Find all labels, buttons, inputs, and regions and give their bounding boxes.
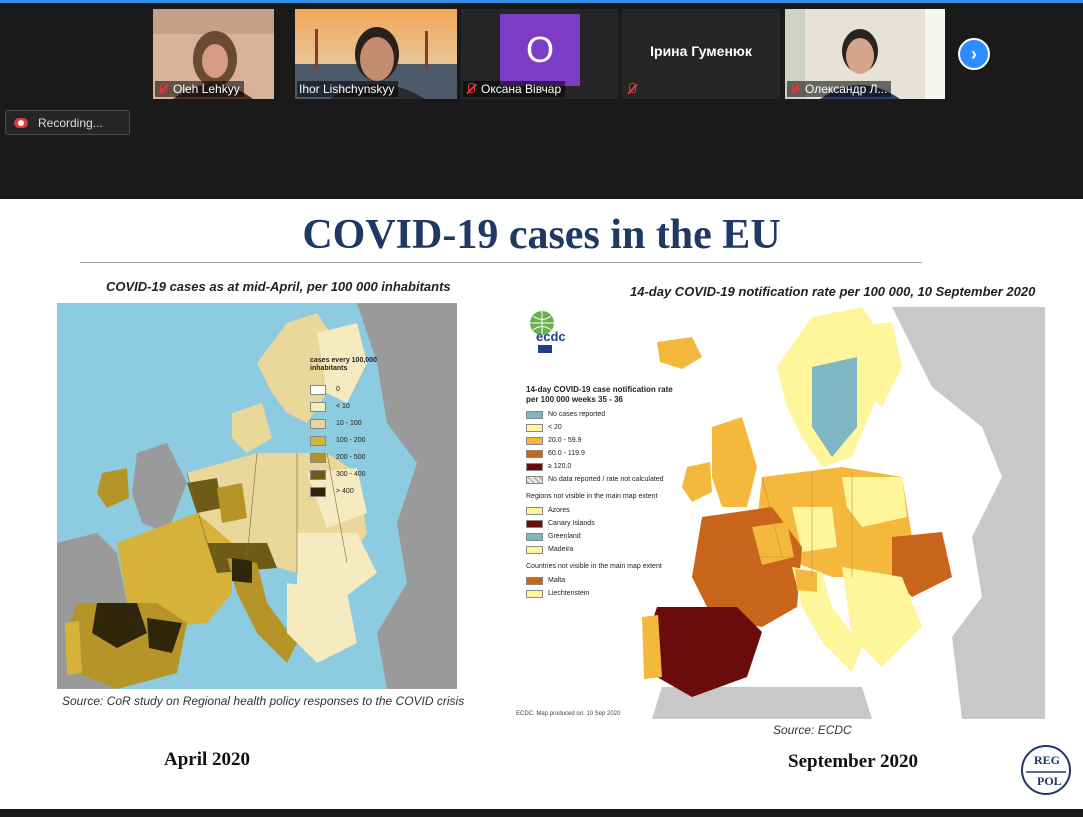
legend-swatch bbox=[526, 532, 543, 541]
mic-muted-icon bbox=[626, 83, 638, 95]
participant-name: Oleh Lehkyy bbox=[173, 82, 240, 96]
legend-item: Liechtenstein bbox=[526, 587, 686, 600]
legend-item: 60.0 - 119.9 bbox=[526, 447, 686, 460]
right-map-note: ECDC. Map produced on: 10 Sep 2020 bbox=[516, 711, 621, 717]
ecdc-logo: ecdc bbox=[526, 309, 586, 355]
left-map-legend: cases every 100,000 inhabitants 0 < 10 1… bbox=[310, 357, 385, 500]
mic-muted-icon bbox=[789, 83, 801, 95]
regpol-logo: REG POL bbox=[1020, 744, 1072, 796]
legend-swatch bbox=[526, 462, 543, 471]
legend-item: 100 - 200 bbox=[310, 432, 385, 449]
participant-tile[interactable]: Ірина Гуменюк bbox=[622, 9, 780, 99]
legend-swatch bbox=[526, 576, 543, 585]
legend-swatch bbox=[526, 519, 543, 528]
legend-swatch bbox=[526, 423, 543, 432]
shared-screen-slide: COVID-19 cases in the EU COVID-19 cases … bbox=[0, 199, 1083, 809]
cloud-recording-icon bbox=[14, 117, 28, 128]
participant-tile[interactable]: Олександр Л... bbox=[785, 9, 945, 99]
right-map-caption: 14-day COVID-19 notification rate per 10… bbox=[630, 284, 1036, 299]
legend-swatch bbox=[310, 486, 326, 497]
legend-item: < 10 bbox=[310, 398, 385, 415]
legend-title: cases every 100,000 inhabitants bbox=[310, 357, 377, 372]
ecdc-logo-graphic bbox=[530, 311, 554, 353]
legend-item: ≥ 120.0 bbox=[526, 460, 686, 473]
legend-swatch bbox=[310, 435, 326, 446]
left-map-graphic bbox=[57, 303, 457, 689]
bottom-bar bbox=[0, 809, 1083, 817]
regpol-logo-line1: REG bbox=[1034, 753, 1061, 767]
participant-name-bar: Ihor Lishchynskyy bbox=[297, 81, 399, 97]
legend-item: Malta bbox=[526, 574, 686, 587]
legend-title: 14-day COVID-19 case notification rate p… bbox=[526, 385, 673, 404]
legend-item: No cases reported bbox=[526, 408, 686, 421]
legend-item: No data reported / rate not calculated bbox=[526, 473, 686, 486]
chevron-right-icon[interactable]: › bbox=[958, 38, 990, 70]
legend-swatch bbox=[526, 506, 543, 515]
legend-swatch bbox=[526, 436, 543, 445]
legend-swatch bbox=[526, 589, 543, 598]
right-map: ecdc bbox=[512, 307, 1045, 719]
legend-item: 300 - 400 bbox=[310, 466, 385, 483]
recording-label: Recording... bbox=[38, 115, 103, 130]
mic-muted-icon bbox=[465, 83, 477, 95]
legend-swatch bbox=[310, 418, 326, 429]
legend-item: 10 - 100 bbox=[310, 415, 385, 432]
legend-item: 200 - 500 bbox=[310, 449, 385, 466]
participant-name: Оксана Вівчар bbox=[481, 82, 562, 96]
participant-name-bar: Олександр Л... bbox=[787, 81, 892, 97]
legend-item: 20.0 - 59.9 bbox=[526, 434, 686, 447]
recording-indicator[interactable]: Recording... bbox=[5, 110, 130, 135]
legend-item: < 20 bbox=[526, 421, 686, 434]
legend-item: Azores bbox=[526, 504, 686, 517]
participant-tile[interactable]: O Оксана Вівчар bbox=[461, 9, 618, 99]
right-map-graphic bbox=[642, 307, 1045, 719]
participant-name: Олександр Л... bbox=[805, 82, 888, 96]
legend-item: Greenland bbox=[526, 530, 686, 543]
participant-name-bar: Oleh Lehkyy bbox=[155, 81, 244, 97]
regpol-logo-graphic bbox=[1021, 745, 1071, 795]
participant-name-bar: Оксана Вівчар bbox=[463, 81, 566, 97]
legend-swatch bbox=[526, 410, 543, 419]
legend-item: 0 bbox=[310, 381, 385, 398]
right-map-legend: 14-day COVID-19 case notification rate p… bbox=[526, 385, 686, 600]
participant-strip: Oleh Lehkyy bbox=[0, 3, 1083, 199]
countries-title: Countries not visible in the main map ex… bbox=[526, 563, 662, 570]
participant-tile[interactable]: Oleh Lehkyy bbox=[153, 9, 274, 99]
regpol-logo-line2: POL bbox=[1037, 774, 1062, 788]
legend-swatch bbox=[310, 452, 326, 463]
slide-title: COVID-19 cases in the EU bbox=[302, 212, 781, 258]
legend-swatch bbox=[526, 545, 543, 554]
right-period-label: September 2020 bbox=[788, 751, 918, 772]
left-period-label: April 2020 bbox=[164, 749, 251, 770]
participant-name-bar bbox=[624, 81, 646, 97]
legend-item: Canary Islands bbox=[526, 517, 686, 530]
legend-item: Madeira bbox=[526, 543, 686, 556]
participant-name: Ihor Lishchynskyy bbox=[299, 82, 395, 96]
legend-item: > 400 bbox=[310, 483, 385, 500]
left-map bbox=[57, 303, 457, 689]
window-top-border bbox=[0, 0, 1083, 3]
title-divider bbox=[80, 262, 922, 263]
regions-title: Regions not visible in the main map exte… bbox=[526, 493, 658, 500]
legend-swatch bbox=[310, 401, 326, 412]
right-map-source: Source: ECDC bbox=[773, 723, 852, 737]
left-map-source: Source: CoR study on Regional health pol… bbox=[62, 694, 465, 708]
left-map-caption: COVID-19 cases as at mid-April, per 100 … bbox=[106, 279, 451, 294]
mic-muted-icon bbox=[157, 83, 169, 95]
legend-swatch bbox=[310, 384, 326, 395]
legend-swatch bbox=[310, 469, 326, 480]
participant-name-display: Ірина Гуменюк bbox=[650, 43, 752, 59]
avatar: O bbox=[500, 14, 580, 86]
participant-tile-active-speaker[interactable]: Ihor Lishchynskyy bbox=[295, 9, 457, 99]
ecdc-logo-text: ecdc bbox=[536, 329, 566, 344]
legend-swatch bbox=[526, 449, 543, 458]
legend-swatch bbox=[526, 475, 543, 484]
